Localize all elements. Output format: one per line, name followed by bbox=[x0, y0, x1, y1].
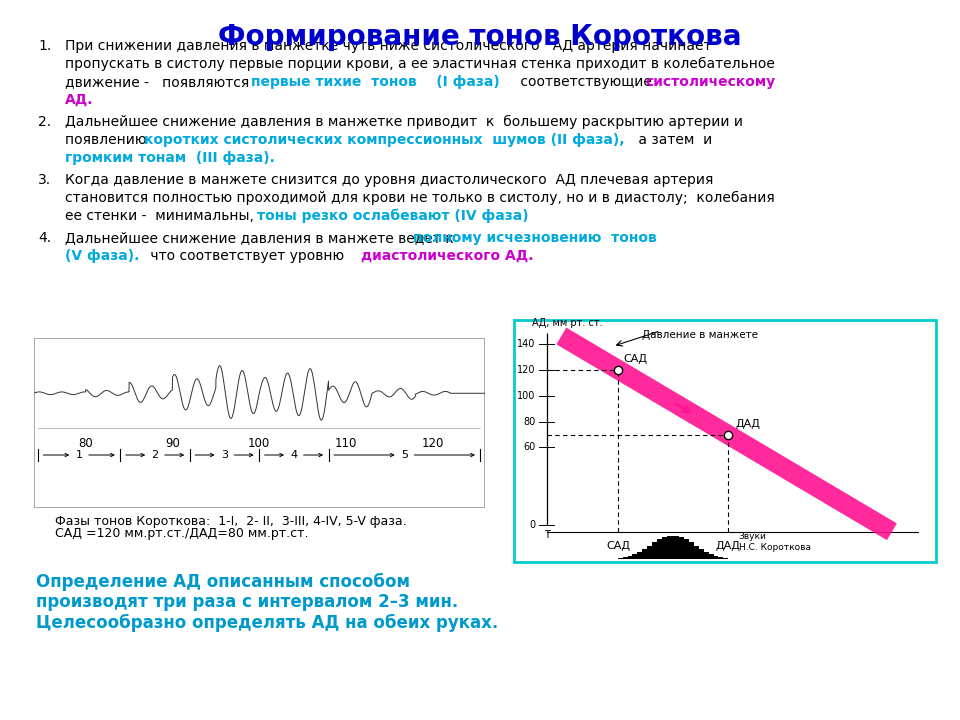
Text: полному исчезновению  тонов: полному исчезновению тонов bbox=[413, 230, 657, 245]
Text: 90: 90 bbox=[165, 437, 180, 450]
Text: 100: 100 bbox=[517, 391, 536, 400]
Bar bbox=[681, 539, 689, 559]
Text: первые тихие  тонов    (I фаза): первые тихие тонов (I фаза) bbox=[251, 75, 499, 89]
Bar bbox=[618, 558, 626, 559]
Text: 80: 80 bbox=[79, 437, 93, 450]
Text: коротких систолических компрессионных  шумов (II фаза),: коротких систолических компрессионных шу… bbox=[144, 132, 625, 147]
Bar bbox=[657, 539, 665, 559]
Text: 80: 80 bbox=[523, 417, 536, 426]
Text: 3.: 3. bbox=[38, 173, 52, 186]
Text: появлению: появлению bbox=[65, 132, 156, 147]
Text: Дальнейшее снижение давления в манжетке приводит  к  большему раскрытию артерии : Дальнейшее снижение давления в манжетке … bbox=[65, 114, 743, 129]
Text: САД: САД bbox=[624, 354, 648, 364]
Bar bbox=[647, 546, 655, 559]
Text: 5: 5 bbox=[401, 450, 408, 460]
Bar bbox=[661, 537, 670, 559]
Bar bbox=[710, 556, 718, 559]
Text: 3: 3 bbox=[221, 450, 228, 460]
Bar bbox=[715, 557, 723, 559]
Bar bbox=[652, 542, 660, 559]
Text: ее стенки -  минимальны,: ее стенки - минимальны, bbox=[65, 209, 263, 222]
Text: 2.: 2. bbox=[38, 114, 52, 129]
Text: 100: 100 bbox=[248, 437, 271, 450]
Text: 2: 2 bbox=[152, 450, 158, 460]
Text: громким тонам  (III фаза).: громким тонам (III фаза). bbox=[65, 150, 276, 165]
Text: 140: 140 bbox=[517, 338, 536, 348]
Text: тоны резко ослабевают (IV фаза): тоны резко ослабевают (IV фаза) bbox=[257, 209, 529, 223]
Text: движение -   появляются: движение - появляются bbox=[65, 75, 253, 89]
Text: Определение АД описанным способом
производят три раза с интервалом 2–3 мин.
Целе: Определение АД описанным способом произв… bbox=[36, 572, 499, 632]
Text: Дальнейшее снижение давления в манжете ведет к: Дальнейшее снижение давления в манжете в… bbox=[65, 230, 459, 245]
Text: 120: 120 bbox=[517, 364, 536, 374]
Text: Фазы тонов Короткова:  1-I,  2- II,  3-III, 4-IV, 5-V фаза.: Фазы тонов Короткова: 1-I, 2- II, 3-III,… bbox=[55, 515, 406, 528]
Text: диастолического АД.: диастолического АД. bbox=[361, 248, 534, 263]
Bar bbox=[666, 536, 675, 559]
Text: (V фаза).: (V фаза). bbox=[65, 248, 139, 263]
Bar bbox=[671, 536, 680, 559]
Bar bbox=[691, 546, 699, 559]
Bar bbox=[628, 556, 636, 559]
Text: систолическому: систолическому bbox=[645, 75, 776, 89]
Text: что соответствует уровню: что соответствует уровню bbox=[146, 248, 348, 263]
Text: Когда давление в манжете снизится до уровня диастолического  АД плечевая артерия: Когда давление в манжете снизится до уро… bbox=[65, 173, 713, 186]
Bar bbox=[642, 549, 650, 559]
Bar bbox=[686, 542, 694, 559]
Bar bbox=[720, 558, 728, 559]
Text: САД: САД bbox=[607, 541, 631, 551]
Text: становится полностью проходимой для крови не только в систолу, но и в диастолу; : становится полностью проходимой для кров… bbox=[65, 191, 775, 204]
Text: 60: 60 bbox=[523, 443, 536, 452]
Bar bbox=[623, 557, 631, 559]
Text: 1: 1 bbox=[76, 450, 83, 460]
Text: ДАД: ДАД bbox=[735, 419, 760, 429]
Text: 4.: 4. bbox=[38, 230, 52, 245]
Text: САД =120 мм.рт.ст./ДАД=80 мм.рт.ст.: САД =120 мм.рт.ст./ДАД=80 мм.рт.ст. bbox=[55, 527, 308, 540]
Text: При снижении давления в манжетке чуть ниже систолического   АД артерия начинает: При снижении давления в манжетке чуть ни… bbox=[65, 39, 711, 53]
Text: 1.: 1. bbox=[38, 39, 52, 53]
Text: 120: 120 bbox=[421, 437, 444, 450]
Bar bbox=[637, 552, 645, 559]
Text: Формирование тонов Короткова: Формирование тонов Короткова bbox=[218, 23, 742, 51]
Bar bbox=[676, 537, 684, 559]
Text: пропускать в систолу первые порции крови, а ее эластичная стенка приходит в коле: пропускать в систолу первые порции крови… bbox=[65, 57, 775, 71]
Text: ДАД: ДАД bbox=[715, 541, 740, 551]
Text: Давление в манжете: Давление в манжете bbox=[642, 330, 758, 340]
Bar bbox=[701, 552, 708, 559]
Bar bbox=[706, 554, 713, 559]
Bar bbox=[696, 549, 704, 559]
Text: соответствующие: соответствующие bbox=[516, 75, 656, 89]
Text: АД, мм рт. ст.: АД, мм рт. ст. bbox=[532, 318, 603, 328]
Text: T: T bbox=[543, 531, 549, 541]
Text: Звуки
Н.С. Короткова: Звуки Н.С. Короткова bbox=[739, 532, 811, 552]
Bar bbox=[633, 554, 640, 559]
Text: АД.: АД. bbox=[65, 93, 94, 107]
Text: а затем  и: а затем и bbox=[634, 132, 712, 147]
Text: 110: 110 bbox=[335, 437, 357, 450]
Text: 0: 0 bbox=[530, 521, 536, 531]
Text: 4: 4 bbox=[290, 450, 298, 460]
